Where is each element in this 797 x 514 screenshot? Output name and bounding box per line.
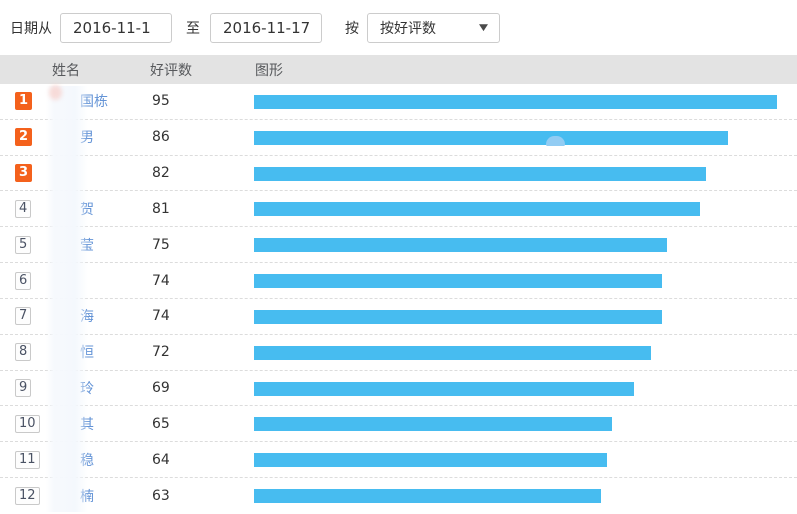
rank-badge: 7 bbox=[15, 307, 32, 326]
rank-badge: 10 bbox=[15, 414, 40, 433]
table-body: 1 国栋 95 2 男 86 3 82 4 贺 81 5 莹 75 6 74 7… bbox=[0, 84, 797, 514]
rank-badge: 11 bbox=[15, 450, 40, 469]
rank-badge: 1 bbox=[15, 92, 33, 111]
employee-name: 男 bbox=[80, 130, 94, 147]
review-bar bbox=[254, 309, 662, 324]
employee-name: 国栋 bbox=[80, 94, 108, 111]
rank-badge: 8 bbox=[15, 343, 32, 362]
review-bar bbox=[254, 238, 667, 253]
rank-badge: 5 bbox=[15, 235, 32, 254]
employee-name: 海 bbox=[80, 309, 94, 326]
sort-select[interactable]: 按好评数 ▼ bbox=[367, 12, 500, 43]
review-count: 69 bbox=[152, 380, 170, 397]
review-bar bbox=[254, 453, 607, 468]
date-to-label: 至 bbox=[186, 20, 200, 37]
review-bar bbox=[254, 130, 728, 145]
review-count: 86 bbox=[152, 129, 170, 146]
review-count: 82 bbox=[152, 165, 170, 182]
table-row: 9 玲 69 bbox=[0, 371, 797, 407]
date-from-label: 日期从 bbox=[10, 20, 52, 37]
review-bar bbox=[254, 345, 651, 360]
rank-badge: 6 bbox=[15, 271, 32, 290]
table-row: 2 男 86 bbox=[0, 120, 797, 156]
table-row: 4 贺 81 bbox=[0, 191, 797, 228]
review-count: 81 bbox=[152, 200, 170, 217]
table-row: 1 国栋 95 bbox=[0, 84, 797, 120]
table-row: 6 74 bbox=[0, 263, 797, 299]
table-row: 7 海 74 bbox=[0, 299, 797, 335]
employee-name: 稳 bbox=[80, 452, 94, 469]
table-row: 5 莹 75 bbox=[0, 227, 797, 264]
review-bar bbox=[254, 202, 700, 217]
rank-badge: 9 bbox=[15, 379, 32, 398]
review-count: 63 bbox=[152, 488, 170, 505]
review-bar bbox=[254, 166, 706, 181]
table-row: 8 恒 72 bbox=[0, 335, 797, 371]
review-bar bbox=[254, 489, 601, 504]
employee-name: 楠 bbox=[80, 489, 94, 506]
employee-name: 其 bbox=[80, 416, 94, 433]
table-row: 12 楠 63 bbox=[0, 478, 797, 514]
table-header: 姓名 好评数 图形 bbox=[0, 55, 797, 84]
employee-name: 恒 bbox=[80, 345, 94, 362]
rank-badge: 3 bbox=[15, 164, 33, 183]
sort-by-label: 按 bbox=[345, 20, 359, 37]
review-count: 65 bbox=[152, 415, 170, 432]
chevron-down-icon: ▼ bbox=[479, 22, 489, 33]
review-bar bbox=[254, 381, 634, 396]
sort-select-value: 按好评数 bbox=[380, 20, 436, 37]
review-count: 74 bbox=[152, 272, 170, 289]
table-row: 11 稳 64 bbox=[0, 442, 797, 479]
table-row: 3 82 bbox=[0, 156, 797, 192]
rank-badge: 12 bbox=[15, 487, 40, 506]
rank-badge: 4 bbox=[15, 199, 32, 218]
employee-name: 贺 bbox=[80, 201, 94, 218]
review-count: 72 bbox=[152, 344, 170, 361]
rank-badge: 2 bbox=[15, 128, 33, 147]
column-header-name: 姓名 bbox=[52, 62, 80, 79]
date-to-input[interactable] bbox=[210, 12, 322, 43]
review-count: 64 bbox=[152, 451, 170, 468]
column-header-value: 好评数 bbox=[150, 62, 192, 79]
review-count: 95 bbox=[152, 93, 170, 110]
review-count: 75 bbox=[152, 236, 170, 253]
column-header-chart: 图形 bbox=[255, 62, 283, 79]
review-count: 74 bbox=[152, 308, 170, 325]
employee-name: 玲 bbox=[80, 381, 94, 398]
employee-name: 莹 bbox=[80, 237, 94, 254]
review-bar bbox=[254, 417, 612, 432]
table-row: 10 其 65 bbox=[0, 406, 797, 443]
filter-bar: 日期从 至 按 按好评数 ▼ bbox=[0, 0, 797, 55]
review-bar bbox=[254, 274, 662, 289]
review-bar bbox=[254, 95, 777, 109]
date-from-input[interactable] bbox=[60, 12, 172, 43]
